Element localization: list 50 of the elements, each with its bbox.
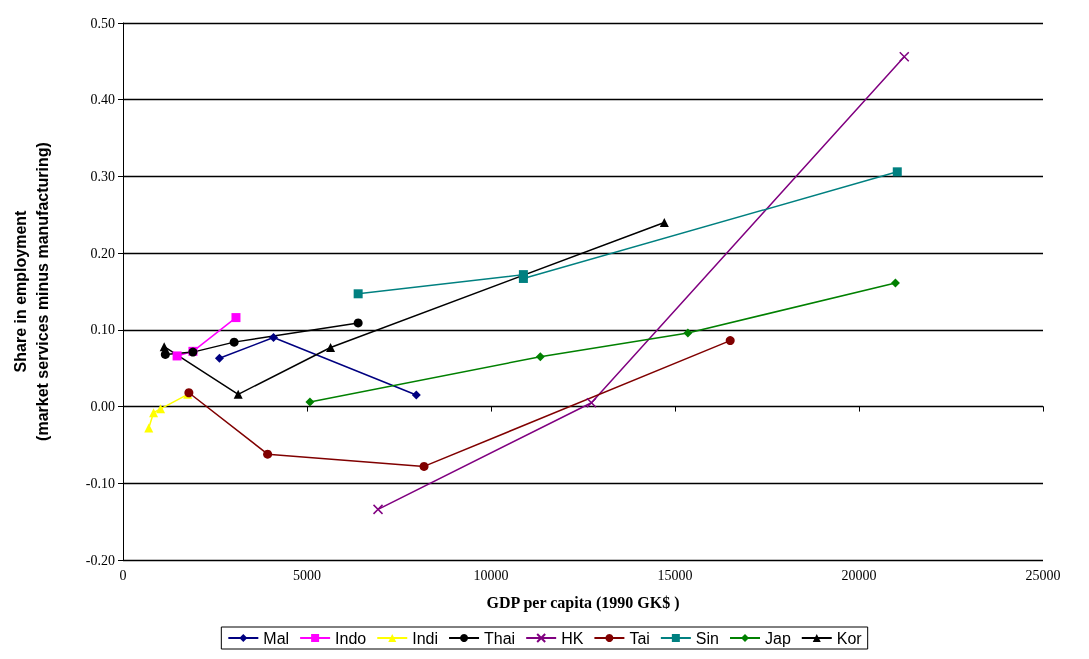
point [683,328,693,338]
x-tick-label: 10000 [473,567,509,583]
point [326,343,336,352]
point [156,404,166,414]
point [892,167,902,177]
legend-label: Tai [629,629,650,647]
point [586,397,597,408]
point [372,504,384,515]
x-tick-label: 20000 [841,567,877,583]
point [890,278,900,288]
point [353,289,363,299]
point [269,333,279,343]
point [725,336,735,346]
legend-label: Indi [412,629,439,647]
legend-label: HK [561,629,584,647]
point [659,217,669,227]
y-tick-label: 0.50 [90,15,115,31]
point [263,449,273,459]
point [149,408,159,418]
point [172,351,182,361]
y-tick-label: 0.00 [90,399,115,415]
legend-label: Kor [836,629,863,647]
point [233,389,243,399]
point [419,461,429,471]
y-axis-title: Share in employment (market services minus manufacturing) [11,142,51,441]
point [144,423,154,433]
legend-label: Sin [695,629,719,647]
y-tick-label: -0.20 [85,552,115,568]
point [214,353,224,363]
x-tick-label: 0 [119,567,127,583]
y-tick-label: 0.20 [90,245,115,261]
point [535,352,545,362]
point [229,337,239,347]
legend-label: Thai [484,629,516,647]
y-tick-label: -0.10 [85,475,115,491]
legend-label: Jap [764,629,791,647]
point [899,51,910,62]
point [305,397,315,407]
y-tick-label: 0.40 [90,92,115,108]
point [231,313,241,323]
x-tick-label: 5000 [293,567,321,583]
legend-label: Indo [335,629,367,647]
point [411,390,421,400]
x-tick-label: 25000 [1025,567,1061,583]
x-axis-title: GDP per capita (1990 GK$ ) [486,593,680,612]
x-tick-label: 15000 [657,567,693,583]
legend-label: Mal [263,629,290,647]
y-tick-label: 0.10 [90,322,115,338]
point [353,318,363,328]
y-tick-label: 0.30 [90,168,115,184]
